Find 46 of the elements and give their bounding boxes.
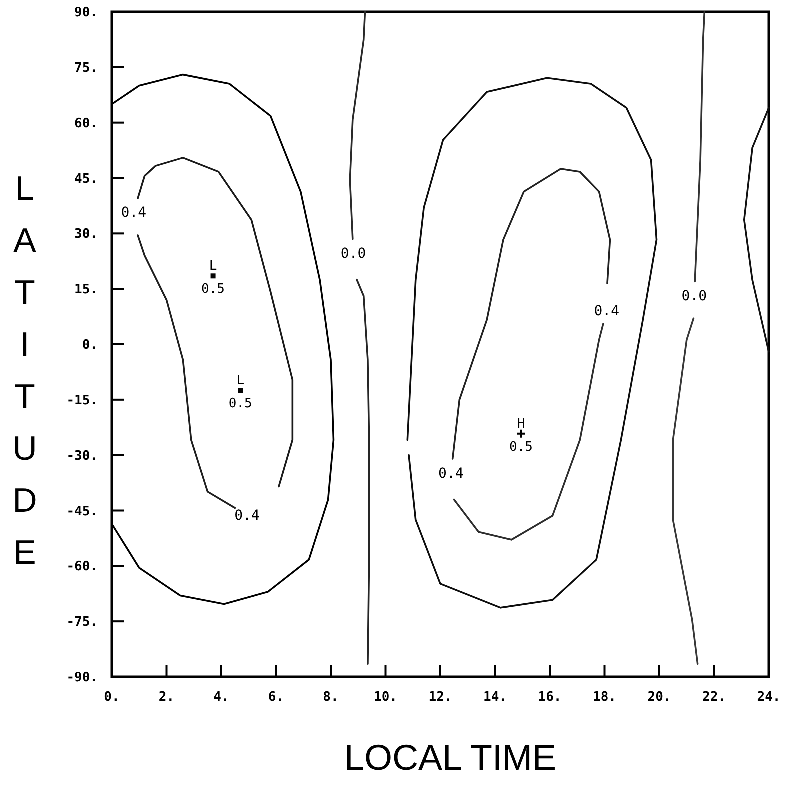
line-series [349, 11, 366, 240]
x-tick-label: 6. [268, 690, 284, 705]
y-tick-label: -90. [66, 670, 98, 686]
y-tick-label: -30. [66, 448, 98, 464]
line-series [694, 11, 706, 283]
x-tick-label: 18. [593, 690, 616, 705]
x-tick-label: 24. [757, 690, 781, 705]
y-tick-label: -75. [66, 615, 98, 630]
x-tick-label: 14. [484, 690, 507, 705]
point [210, 274, 216, 279]
annotation: L 0.5 [228, 374, 252, 412]
line-series [356, 278, 370, 665]
series-label: 0.4 [121, 204, 147, 221]
line-series [672, 318, 699, 665]
y-tick-label: 60. [74, 116, 98, 132]
y-tick-label: 90. [74, 6, 98, 21]
annotation: H 0.5 [510, 416, 533, 455]
y-tick-label: -15. [66, 393, 98, 408]
y-tick-label: -45. [66, 504, 98, 520]
x-tick-label: 2. [158, 690, 175, 705]
series-label: 0.0 [682, 288, 708, 305]
series-label: 0.4 [234, 508, 260, 524]
x-tick-label: 10. [374, 690, 398, 705]
y-tick-label: 30. [74, 227, 98, 242]
annotation: L 0.5 [202, 259, 226, 298]
x-tick-label: 20. [648, 690, 672, 705]
series-label: 0.4 [438, 466, 464, 482]
x-tick-label: 0. [104, 690, 120, 705]
x-tick-label: 12. [428, 690, 452, 705]
point [238, 388, 244, 394]
y-axis-title: LATITUDE [12, 170, 38, 572]
x-tick-label: 8. [323, 690, 339, 705]
y-tick-label: -60. [66, 560, 98, 575]
line-series [406, 77, 658, 609]
y-tick-label: 75. [74, 60, 98, 76]
series-label: 0.4 [594, 304, 620, 320]
point [517, 430, 526, 438]
x-tick-label: 16. [538, 690, 562, 705]
x-axis-title: LOCAL TIME [344, 737, 557, 778]
y-tick-label: 45. [74, 172, 98, 187]
series-label: 0.0 [340, 246, 366, 262]
y-tick-label: 0. [82, 338, 98, 354]
y-tick-label: 15. [74, 282, 98, 298]
x-tick-label: 22. [702, 690, 726, 705]
line-series [743, 107, 770, 353]
x-tick-label: 4. [214, 690, 230, 705]
